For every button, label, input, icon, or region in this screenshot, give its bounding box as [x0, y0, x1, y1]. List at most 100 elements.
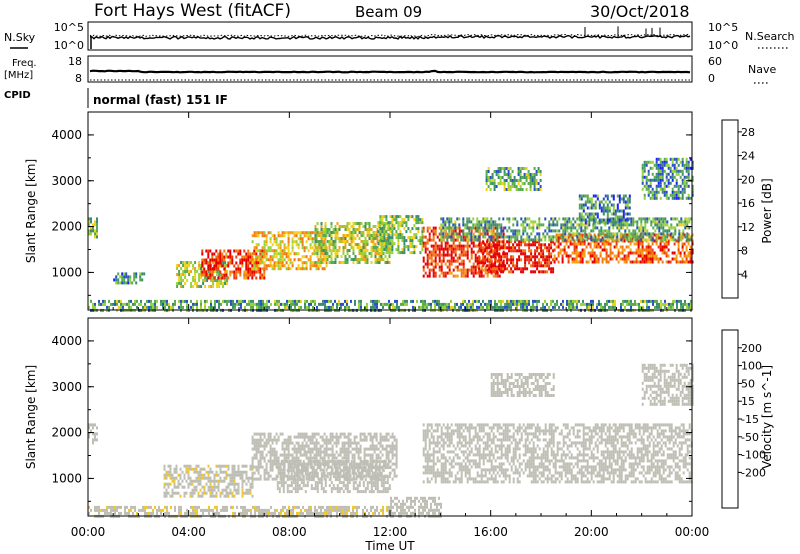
- heatmap-cell-power: [504, 226, 507, 230]
- heatmap-cell-power: [592, 194, 595, 198]
- heatmap-cell-power: [307, 249, 310, 253]
- heatmap-cell-power: [572, 217, 575, 221]
- heatmap-cell-power: [352, 258, 355, 261]
- heatmap-cell-velocity: [261, 444, 264, 448]
- heatmap-cell-power: [605, 251, 608, 255]
- heatmap-cell-power: [384, 237, 387, 240]
- heatmap-cell-power: [500, 223, 503, 227]
- heatmap-cell-power: [211, 273, 214, 277]
- heatmap-cell-power: [564, 229, 567, 233]
- heatmap-cell-power: [472, 232, 475, 236]
- heatmap-cell-velocity: [193, 488, 196, 492]
- heatmap-cell-power: [269, 231, 272, 235]
- heatmap-cell-power: [204, 285, 207, 288]
- heatmap-cell-power: [663, 160, 666, 164]
- heatmap-cell-velocity: [199, 482, 202, 486]
- heatmap-cell-velocity: [295, 450, 298, 454]
- heatmap-cell-velocity: [249, 476, 252, 480]
- heatmap-cell-power: [558, 229, 561, 233]
- heatmap-cell-power: [492, 270, 495, 274]
- heatmap-cell-power: [618, 229, 621, 233]
- heatmap-cell-power: [255, 231, 258, 235]
- heatmap-cell-power: [508, 258, 511, 262]
- heatmap-cell-power: [448, 268, 451, 272]
- heatmap-cell-power: [180, 279, 183, 282]
- heatmap-cell-power: [581, 242, 584, 246]
- heatmap-cell-power: [529, 176, 532, 179]
- heatmap-cell-power: [196, 305, 198, 309]
- heatmap-cell-velocity: [275, 465, 278, 469]
- heatmap-cell-power: [534, 235, 537, 239]
- heatmap-cell-power: [446, 220, 449, 224]
- heatmap-cell-power: [346, 252, 349, 255]
- heatmap-cell-velocity: [251, 456, 254, 460]
- heatmap-cell-power: [252, 302, 254, 306]
- heatmap-cell-power: [500, 240, 503, 244]
- heatmap-cell-power: [548, 226, 551, 230]
- heatmap-cell-power: [624, 229, 627, 233]
- heatmap-cell-power: [669, 193, 672, 197]
- heatmap-cell-velocity: [273, 477, 276, 481]
- heatmap-cell-power: [557, 254, 560, 258]
- heatmap-cell-power: [480, 261, 483, 265]
- heatmap-cell-power: [683, 242, 686, 246]
- heatmap-cell-power: [259, 270, 262, 274]
- heatmap-cell-power: [546, 302, 548, 306]
- heatmap-cell-power: [417, 230, 420, 234]
- heatmap-cell-power: [628, 200, 631, 204]
- heatmap-cell-power: [528, 299, 530, 303]
- heatmap-cell-power: [249, 273, 252, 277]
- heatmap-cell-power: [582, 302, 584, 306]
- heatmap-cell-power: [464, 268, 467, 272]
- heatmap-cell-power: [647, 248, 650, 252]
- heatmap-cell-power: [634, 299, 636, 303]
- heatmap-cell-power: [462, 271, 465, 275]
- heatmap-cell-power: [382, 302, 384, 306]
- heatmap-cell-power: [265, 255, 268, 259]
- heatmap-cell-power: [366, 231, 369, 234]
- heatmap-cell-power: [502, 261, 505, 265]
- heatmap-cell-velocity: [233, 464, 236, 468]
- heatmap-cell-power: [178, 270, 181, 273]
- heatmap-cell-power: [330, 252, 333, 255]
- heatmap-cell-power: [524, 229, 527, 233]
- heatmap-cell-power: [640, 217, 643, 221]
- heatmap-cell-power: [235, 249, 238, 253]
- heatmap-cell-power: [628, 235, 631, 239]
- heatmap-cell-power: [660, 299, 662, 303]
- heatmap-cell-power: [438, 259, 441, 263]
- heatmap-cell-velocity: [311, 435, 314, 439]
- heatmap-cell-power: [604, 209, 607, 213]
- heatmap-cell-velocity: [191, 491, 194, 495]
- heatmap-cell-power: [496, 265, 499, 269]
- heatmap-cell-power: [542, 264, 545, 268]
- heatmap-cell-power: [482, 299, 484, 303]
- heatmap-cell-power: [261, 267, 264, 271]
- heatmap-cell-power: [650, 232, 653, 236]
- heatmap-cell-power: [548, 264, 551, 268]
- heatmap-cell-velocity: [309, 450, 312, 454]
- heatmap-cell-power: [488, 223, 491, 227]
- heatmap-cell-power: [531, 182, 534, 185]
- heatmap-cell-power: [542, 232, 545, 236]
- heatmap-cell-power: [495, 173, 498, 176]
- heatmap-cell-power: [428, 256, 431, 260]
- heatmap-cell-power: [641, 251, 644, 255]
- heatmap-cell-power: [643, 196, 646, 200]
- heatmap-cell-velocity: [181, 470, 184, 474]
- heatmap-cell-power: [666, 220, 669, 224]
- heatmap-cell-power: [659, 175, 662, 179]
- heatmap-cell-power: [649, 245, 652, 249]
- heatmap-cell-power: [172, 305, 174, 309]
- heatmap-cell-power: [624, 203, 627, 207]
- heatmap-cell-power: [484, 220, 487, 224]
- heatmap-cell-power: [394, 305, 396, 309]
- heatmap-cell-power: [476, 217, 479, 221]
- heatmap-cell-power: [683, 190, 686, 194]
- heatmap-cell-power: [321, 252, 324, 256]
- heatmap-cell-power: [595, 254, 598, 258]
- heatmap-cell-power: [564, 226, 567, 230]
- heatmap-cell-power: [245, 261, 248, 265]
- heatmap-cell-power: [658, 305, 660, 309]
- heatmap-cell-velocity: [291, 477, 294, 481]
